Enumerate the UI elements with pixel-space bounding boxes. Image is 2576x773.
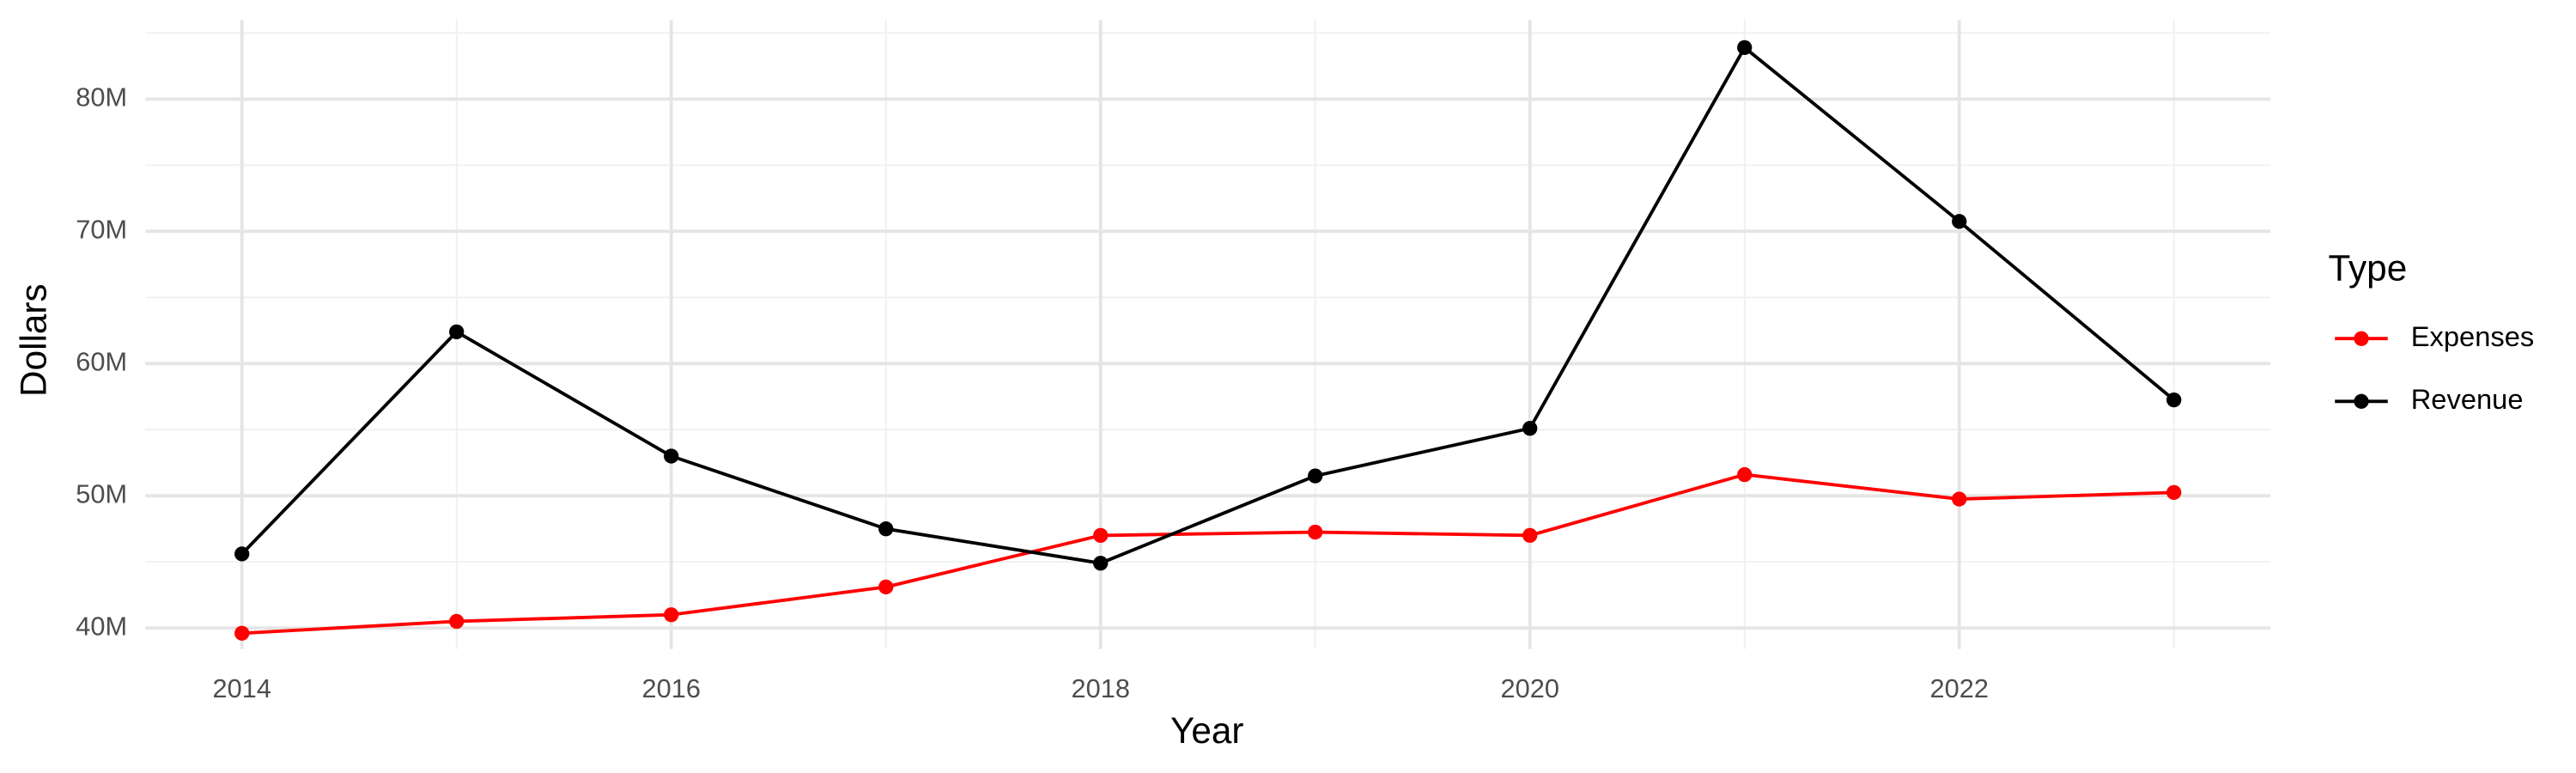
x-tick-label: 2018 xyxy=(1072,673,1130,703)
data-point xyxy=(1952,214,1967,229)
data-point xyxy=(1522,421,1538,436)
y-tick-label: 50M xyxy=(76,478,127,508)
x-tick-label: 2020 xyxy=(1501,673,1559,703)
y-tick-label: 60M xyxy=(76,346,127,376)
data-point xyxy=(234,625,250,641)
data-point xyxy=(1308,468,1323,484)
legend-label: Expenses xyxy=(2411,320,2535,352)
data-point xyxy=(234,546,250,562)
data-point xyxy=(2166,484,2182,501)
data-point xyxy=(1093,556,1109,571)
data-point xyxy=(1737,466,1753,483)
data-point xyxy=(449,324,465,339)
data-point xyxy=(1737,40,1753,56)
x-tick-label: 2016 xyxy=(642,673,701,703)
data-point xyxy=(878,521,894,537)
y-tick-label: 80M xyxy=(76,82,127,113)
data-point xyxy=(449,613,465,630)
legend-key-point xyxy=(2354,393,2369,409)
data-point xyxy=(664,607,679,623)
series-line xyxy=(241,472,2174,636)
data-point xyxy=(1093,527,1109,544)
data-point xyxy=(664,448,679,464)
x-axis-title: Year xyxy=(1170,710,1243,751)
legend-label: Revenue xyxy=(2411,383,2524,415)
data-point xyxy=(878,579,894,595)
x-tick-label: 2022 xyxy=(1930,673,1989,703)
y-axis-title: Dollars xyxy=(13,283,53,397)
legend-title: Type xyxy=(2329,248,2408,289)
data-point xyxy=(1952,491,1967,507)
data-point xyxy=(1308,524,1323,540)
data-point xyxy=(1522,527,1538,544)
x-tick-label: 2014 xyxy=(213,673,271,703)
y-tick-label: 70M xyxy=(76,214,127,244)
series-line xyxy=(240,45,2175,565)
legend-key-point xyxy=(2354,331,2369,346)
data-point xyxy=(2166,392,2182,408)
y-tick-label: 40M xyxy=(76,611,127,641)
